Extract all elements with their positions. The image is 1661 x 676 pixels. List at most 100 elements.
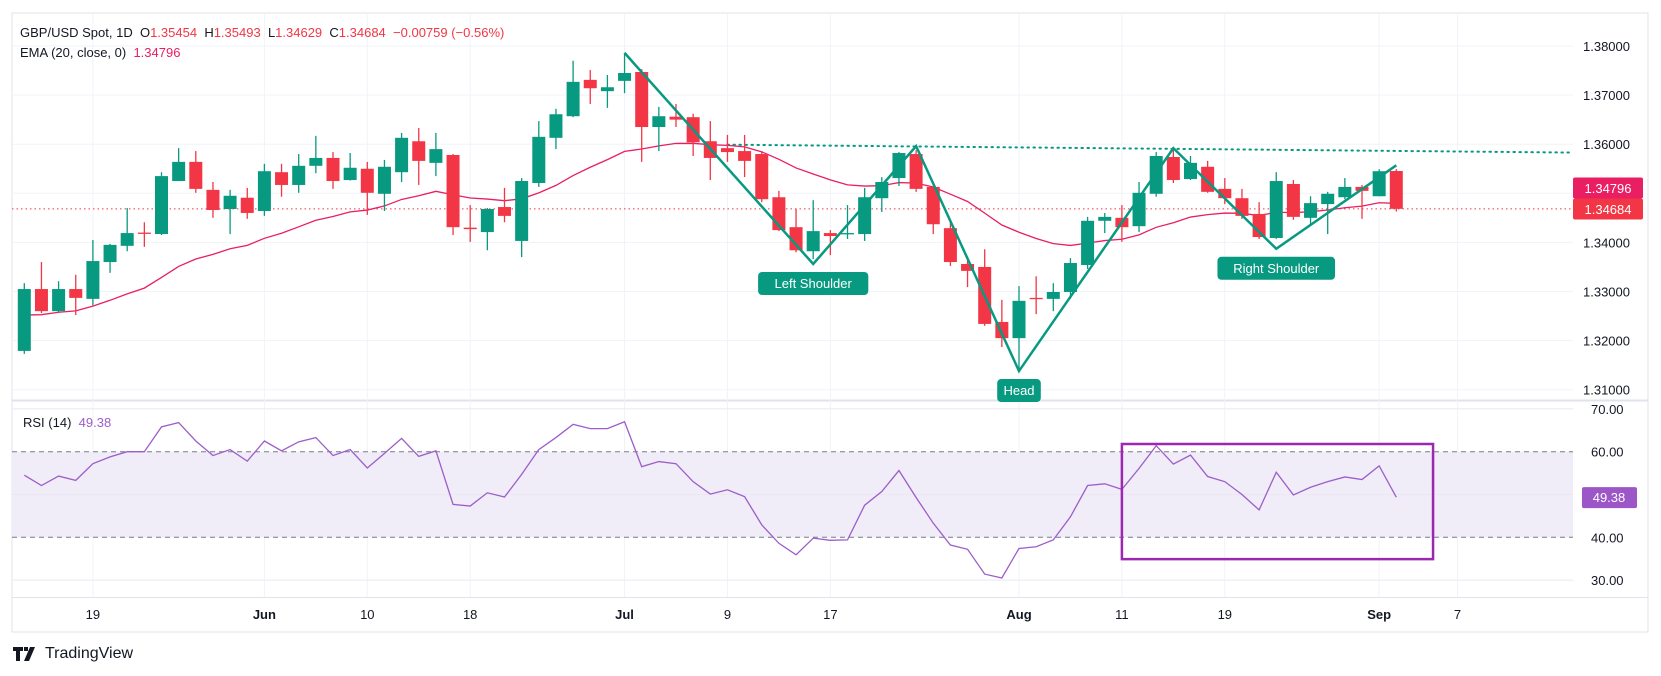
candle-sep-1 [1372, 169, 1386, 197]
candle-body [943, 228, 957, 263]
candle-jul-11 [755, 151, 769, 203]
candle-may-28 [206, 182, 220, 218]
candle-body [360, 168, 374, 193]
candle-may-13 [17, 283, 31, 354]
candle-jun-18 [463, 205, 477, 242]
high-value: 1.35493 [213, 25, 261, 40]
candle-aug-8 [1098, 212, 1112, 234]
candle-body [377, 166, 391, 194]
candle-body [583, 79, 597, 89]
candle-body [257, 171, 271, 211]
symbol-title[interactable]: GBP/USD Spot, 1D [20, 25, 133, 40]
price-tick-label: 1.38000 [1583, 39, 1630, 54]
candle-body [1235, 198, 1249, 216]
last-price-label: 1.34684 [1585, 202, 1632, 217]
price-tick-label: 1.33000 [1583, 285, 1630, 300]
candle-body [52, 289, 66, 312]
candle-jun-9 [343, 153, 357, 181]
candle-body [1321, 193, 1335, 205]
candle-body [652, 116, 666, 128]
candle-body [823, 233, 837, 237]
candle-body [1046, 291, 1060, 299]
candle-aug-26 [1304, 196, 1318, 225]
low-value: 1.34629 [275, 25, 323, 40]
candle-aug-6 [1063, 258, 1077, 299]
price-tick-label: 1.37000 [1583, 88, 1630, 103]
candle-body [86, 261, 100, 299]
x-tick-label: Sep [1367, 607, 1391, 622]
candle-jun-25 [549, 108, 563, 150]
candle-body [463, 227, 477, 230]
head-and-shoulders-pattern-line [623, 52, 1398, 374]
tradingview-logo[interactable]: TradingView [13, 645, 133, 663]
candle-jun-2 [257, 163, 271, 216]
rsi-label[interactable]: RSI (14) [23, 415, 72, 430]
x-tick-label: Aug [1006, 607, 1031, 622]
price-axis-badge [1573, 177, 1643, 199]
annotation-right-shoulder: Right Shoulder [1217, 256, 1336, 280]
candle-body [17, 289, 31, 351]
candle-body [1338, 186, 1352, 198]
candle-aug-7 [1081, 216, 1095, 269]
candle-may-29 [223, 189, 237, 235]
candle-jul-21 [858, 187, 872, 241]
candle-jun-20 [498, 187, 511, 223]
x-tick-label: 10 [360, 607, 374, 622]
ema-legend: EMA (20, close, 0) 1.34796 [20, 45, 180, 60]
candle-body [223, 195, 237, 210]
candle-may-15 [52, 281, 66, 313]
candle-jul-2 [635, 69, 649, 162]
candle-jun-24 [532, 121, 546, 187]
annotation-left-shoulder: Left Shoulder [758, 272, 869, 296]
candle-body [309, 157, 323, 166]
neckline [726, 143, 1571, 154]
candle-jun-12 [395, 132, 409, 183]
candle-body [755, 154, 769, 200]
candle-may-26 [172, 148, 186, 182]
candle-body [875, 182, 889, 199]
annotation-box [758, 272, 869, 296]
candle-body [480, 209, 494, 233]
change-value: −0.00759 (−0.56%) [393, 25, 505, 40]
candle-jun-4 [292, 154, 306, 193]
rsi-value: 49.38 [78, 415, 112, 430]
x-tick-label: 11 [1115, 607, 1129, 622]
candle-body [669, 116, 683, 120]
candle-aug-28 [1338, 178, 1352, 200]
candle-body [189, 161, 203, 189]
candle-jun-11 [377, 159, 391, 211]
candle-body [1166, 156, 1180, 181]
close-value: 1.34684 [338, 25, 386, 40]
candle-body [412, 141, 426, 161]
tradingview-logo-icon [13, 647, 35, 661]
low-label: L [267, 25, 276, 40]
candle-jun-16 [429, 132, 443, 177]
candle-may-27 [189, 151, 203, 193]
x-tick-label: Jul [615, 607, 634, 622]
candle-jun-6 [326, 152, 340, 189]
candle-body [395, 137, 409, 173]
candle-jul-18 [841, 205, 854, 239]
candle-body [1286, 183, 1300, 217]
price-axis-badge [1573, 198, 1643, 220]
candle-jun-13 [412, 127, 426, 185]
candle-aug-25 [1286, 180, 1300, 220]
candle-body [275, 172, 289, 185]
candle-may-23 [155, 172, 168, 236]
candle-jul-29 [961, 260, 975, 288]
annotation-box [997, 379, 1041, 403]
x-tick-label: 18 [463, 607, 477, 622]
candle-jul-24 [909, 150, 923, 192]
close-label: C [329, 25, 339, 40]
candle-body [69, 289, 83, 298]
candle-body [34, 289, 48, 312]
rsi-tick-label: 30.00 [1591, 573, 1624, 588]
open-value: 1.35454 [150, 25, 198, 40]
candle-jul-4 [669, 103, 683, 128]
rsi-tick-label: 40.00 [1591, 530, 1624, 545]
ema-label[interactable]: EMA (20, close, 0) [20, 45, 127, 60]
candle-may-16 [69, 274, 83, 316]
candle-jul-23 [892, 152, 906, 186]
candle-body [292, 165, 306, 185]
